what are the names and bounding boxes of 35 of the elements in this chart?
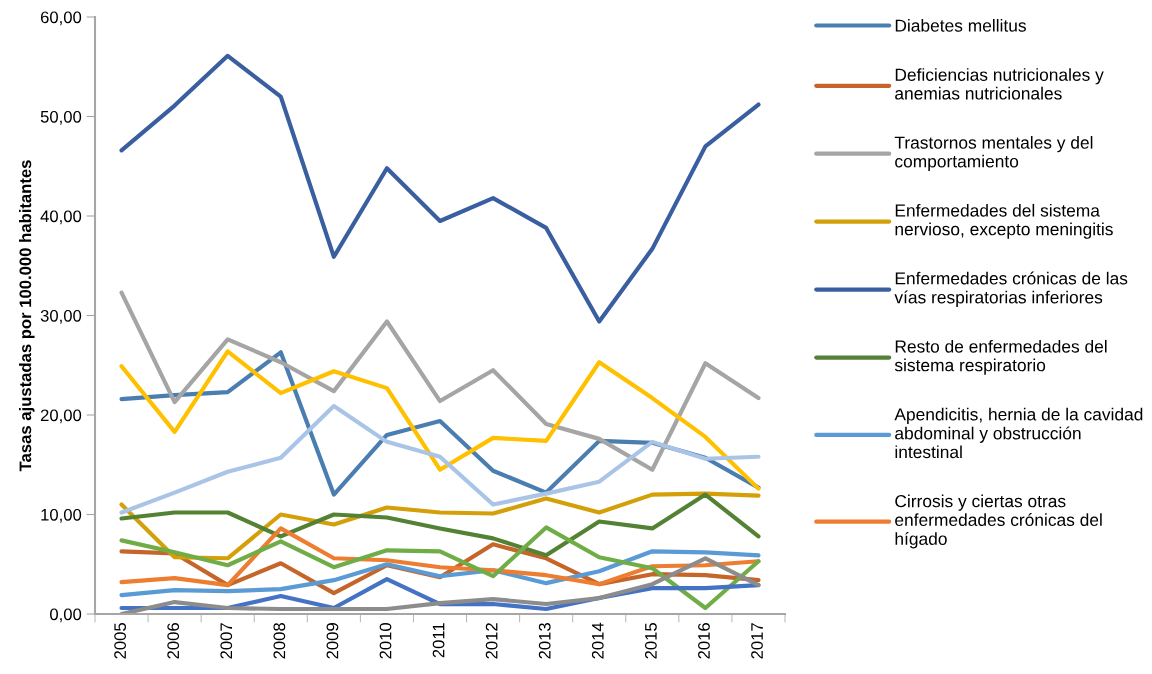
x-tick-label: 2017 [751,623,763,659]
legend-label: Apendicitis, hernia de la cavidad abdominal y obstrucción intestinal [894,407,1143,459]
legend-label: Resto de enfermedades del sistema respiratorio [894,339,1107,375]
line-series [119,549,761,598]
x-tick-label: 2014 [591,622,604,659]
y-axis-title: Tasas ajustadas por 100.000 habitantes [19,160,35,472]
x-tick-label: 2007 [220,623,233,659]
line-series [119,556,761,614]
x-tick-label: 2016 [698,623,710,659]
x-tick-label: 2005 [114,623,127,659]
line-series [119,525,761,611]
legend-label: Trastornos mentales y del comportamiento [894,136,1093,171]
x-tick-label: 2010 [379,622,392,659]
x-tick-label: 2006 [167,623,180,659]
y-tick-label: 10,00 [41,508,82,523]
y-tick-label: 30,00 [40,309,82,324]
y-tick-label: 60,00 [40,11,82,26]
legend-label: Cirrosis y ciertas otras enfermedades crónicas del hígado [895,494,1102,549]
x-tick-label: 2012 [485,623,498,659]
line-series [119,290,761,472]
line-series [119,403,761,515]
x-tick-label: 2015 [644,623,657,659]
x-tick-label: 2011 [432,623,445,658]
x-tick-label: 2008 [273,623,286,659]
y-tick-label: 50,00 [40,110,82,125]
x-tick-label: 2009 [326,623,339,659]
y-tick-label: 0,00 [50,608,82,623]
legend-label: Enfermedades crónicas de las vías respiratorias inferiores [894,271,1128,307]
legend-label: Diabetes mellitus [895,19,1026,32]
legend-label: Deficiencias nutricionales y anemias nutricionales [895,68,1104,100]
y-tick-label: 20,00 [40,409,82,424]
line-series [119,53,761,324]
legend-label: Enfermedades del sistema nervioso, excepto meningitis [895,203,1113,239]
x-tick-label: 2013 [538,623,551,659]
y-tick-label: 40,00 [40,210,82,225]
